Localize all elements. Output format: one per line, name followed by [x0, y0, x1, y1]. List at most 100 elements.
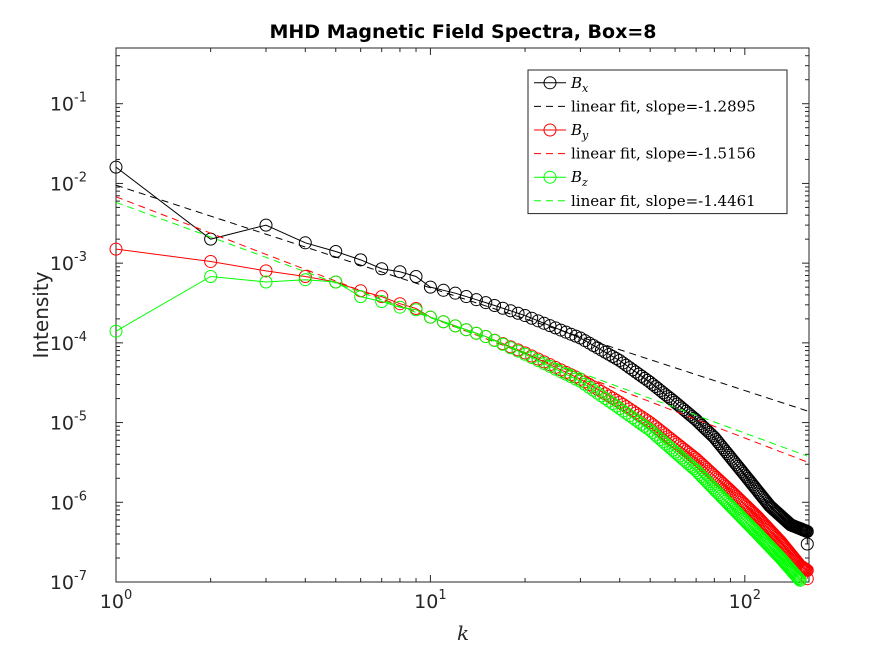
data-point: [619, 358, 633, 372]
y-tick-label: 10-2: [50, 170, 87, 195]
y-tick-label-exponent: -2: [74, 170, 87, 185]
data-point: [709, 484, 723, 498]
data-point: [409, 270, 423, 283]
data-point: [109, 242, 123, 256]
legend-item: linear fit, slope=-1.2895: [534, 97, 756, 115]
data-point: [800, 563, 814, 577]
data-point: [375, 262, 389, 276]
data-point: [602, 394, 616, 408]
data-point: [594, 389, 608, 403]
legend-label-subscript: z: [581, 176, 588, 189]
data-point: [598, 392, 612, 406]
data-point: [329, 275, 343, 289]
fit-line: [115, 201, 808, 457]
data-point: [525, 311, 539, 325]
y-tick-label: 10-5: [50, 410, 87, 435]
legend-label-base: B: [570, 74, 582, 92]
y-tick-label-base: 10: [50, 333, 74, 355]
data-point: [738, 468, 752, 482]
data-point: [704, 479, 718, 493]
data-point: [259, 264, 273, 278]
data-point: [393, 300, 407, 314]
data-point: [518, 347, 532, 361]
legend-box: [527, 69, 788, 215]
x-tick-label-exponent: 2: [753, 588, 761, 603]
legend-label-subscript: y: [581, 129, 589, 142]
data-point: [643, 423, 657, 437]
legend-item: Bx: [534, 74, 589, 95]
legend-label-base: B: [570, 121, 582, 139]
data-point: [790, 570, 804, 584]
y-tick-label-exponent: -3: [74, 250, 87, 265]
data-point: [792, 572, 806, 586]
data-point: [793, 573, 807, 587]
data-point: [298, 236, 312, 250]
data-point: [393, 265, 407, 279]
x-tick-label: 102: [729, 588, 761, 613]
data-point: [479, 330, 493, 344]
data-point: [609, 352, 623, 366]
legend-label: linear fit, slope=-1.2895: [571, 97, 756, 115]
data-point: [699, 422, 713, 436]
data-point: [791, 571, 805, 585]
data-point: [646, 426, 660, 440]
data-point: [511, 306, 525, 320]
legend-item: linear fit, slope=-1.5156: [534, 145, 756, 163]
data-point: [423, 280, 437, 294]
data-point: [329, 245, 343, 258]
data-point: [259, 275, 273, 289]
y-tick-label: 10-1: [50, 91, 87, 116]
data-point: [488, 334, 502, 348]
data-point: [616, 404, 630, 418]
data-point: [741, 516, 755, 530]
legend-swatch-marker: [543, 76, 557, 90]
data-point: [109, 160, 123, 174]
legend: Bx linear fit, slope=-1.2895 By linear fit,…: [527, 69, 788, 215]
data-point: [259, 218, 273, 232]
data-point: [537, 357, 551, 371]
data-point: [602, 347, 616, 361]
data-point: [739, 470, 753, 484]
data-point: [393, 297, 407, 311]
y-tick-label: 10-6: [50, 489, 87, 514]
legend-item: By: [534, 121, 589, 142]
data-point: [436, 315, 450, 329]
data-point: [469, 293, 483, 307]
y-tick-label-base: 10: [50, 413, 74, 435]
data-point: [504, 341, 518, 355]
data-point: [606, 397, 620, 411]
data-point: [204, 254, 218, 268]
data-point: [496, 337, 510, 351]
y-tick-label: 10-3: [50, 250, 87, 275]
y-tick-label-exponent: -5: [74, 410, 87, 425]
series-fit-5: [115, 201, 808, 457]
legend-label-base: B: [570, 168, 582, 186]
x-tick-label: 101: [414, 588, 446, 613]
data-point: [598, 345, 612, 359]
data-point: [543, 319, 557, 333]
data-point: [704, 427, 718, 441]
chart-title: MHD Magnetic Field Spectra, Box=8: [270, 21, 657, 43]
x-tick-label-base: 10: [729, 591, 753, 613]
legend-label: By: [570, 121, 589, 142]
legend-item: Bz: [534, 168, 588, 189]
y-tick-label: 10-7: [50, 569, 87, 594]
data-point: [504, 304, 518, 318]
data-point: [654, 433, 668, 447]
tick-marks: [115, 47, 809, 583]
data-point: [586, 338, 600, 352]
series-Bz: [109, 270, 807, 587]
data-point: [298, 270, 312, 283]
data-point: [700, 475, 714, 489]
data-point: [423, 310, 437, 324]
data-point: [609, 399, 623, 413]
data-point: [649, 428, 663, 442]
data-point: [204, 270, 218, 283]
data-point: [459, 323, 473, 337]
data-point: [702, 477, 716, 491]
legend-label: linear fit, slope=-1.5156: [571, 145, 756, 163]
data-point: [354, 290, 368, 304]
legend-label-subscript: x: [582, 82, 589, 95]
